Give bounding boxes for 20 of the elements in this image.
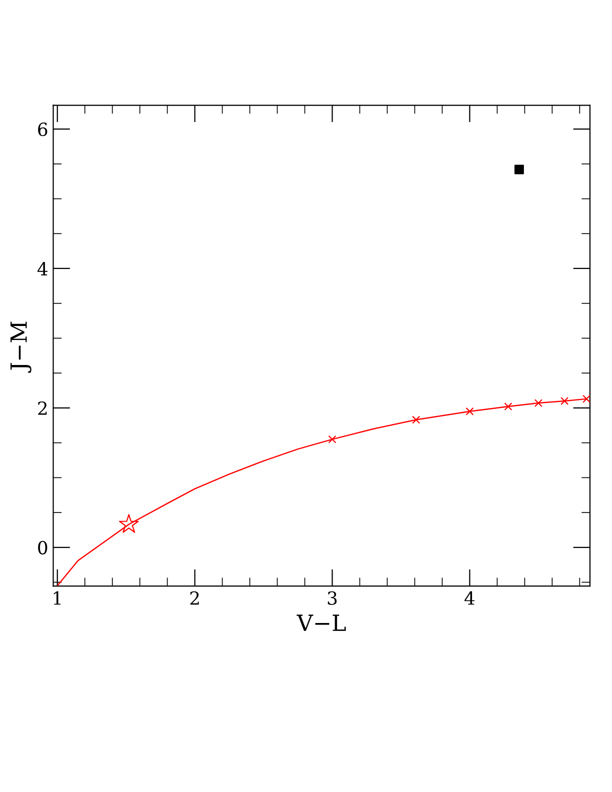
point [582, 394, 590, 403]
y-tick-label: 0 [38, 540, 48, 554]
point [328, 435, 336, 444]
line-series [56, 398, 588, 586]
x-tick-label: 2 [190, 591, 199, 605]
y-tick-label: 6 [38, 122, 48, 136]
point [466, 407, 474, 416]
x-axis-title: V−L [296, 614, 346, 631]
point [412, 416, 420, 424]
y-axis-title: J−M [10, 322, 32, 373]
point [504, 402, 512, 411]
y-tick-label: 4 [37, 262, 48, 276]
point [514, 164, 524, 174]
x-tick-label: 1 [54, 591, 61, 605]
point [560, 396, 569, 405]
y-tick-label: 2 [38, 401, 47, 415]
point [119, 514, 139, 533]
x-tick-label: 3 [328, 591, 337, 605]
x-tick-label: 4 [464, 591, 475, 605]
point [534, 399, 542, 408]
